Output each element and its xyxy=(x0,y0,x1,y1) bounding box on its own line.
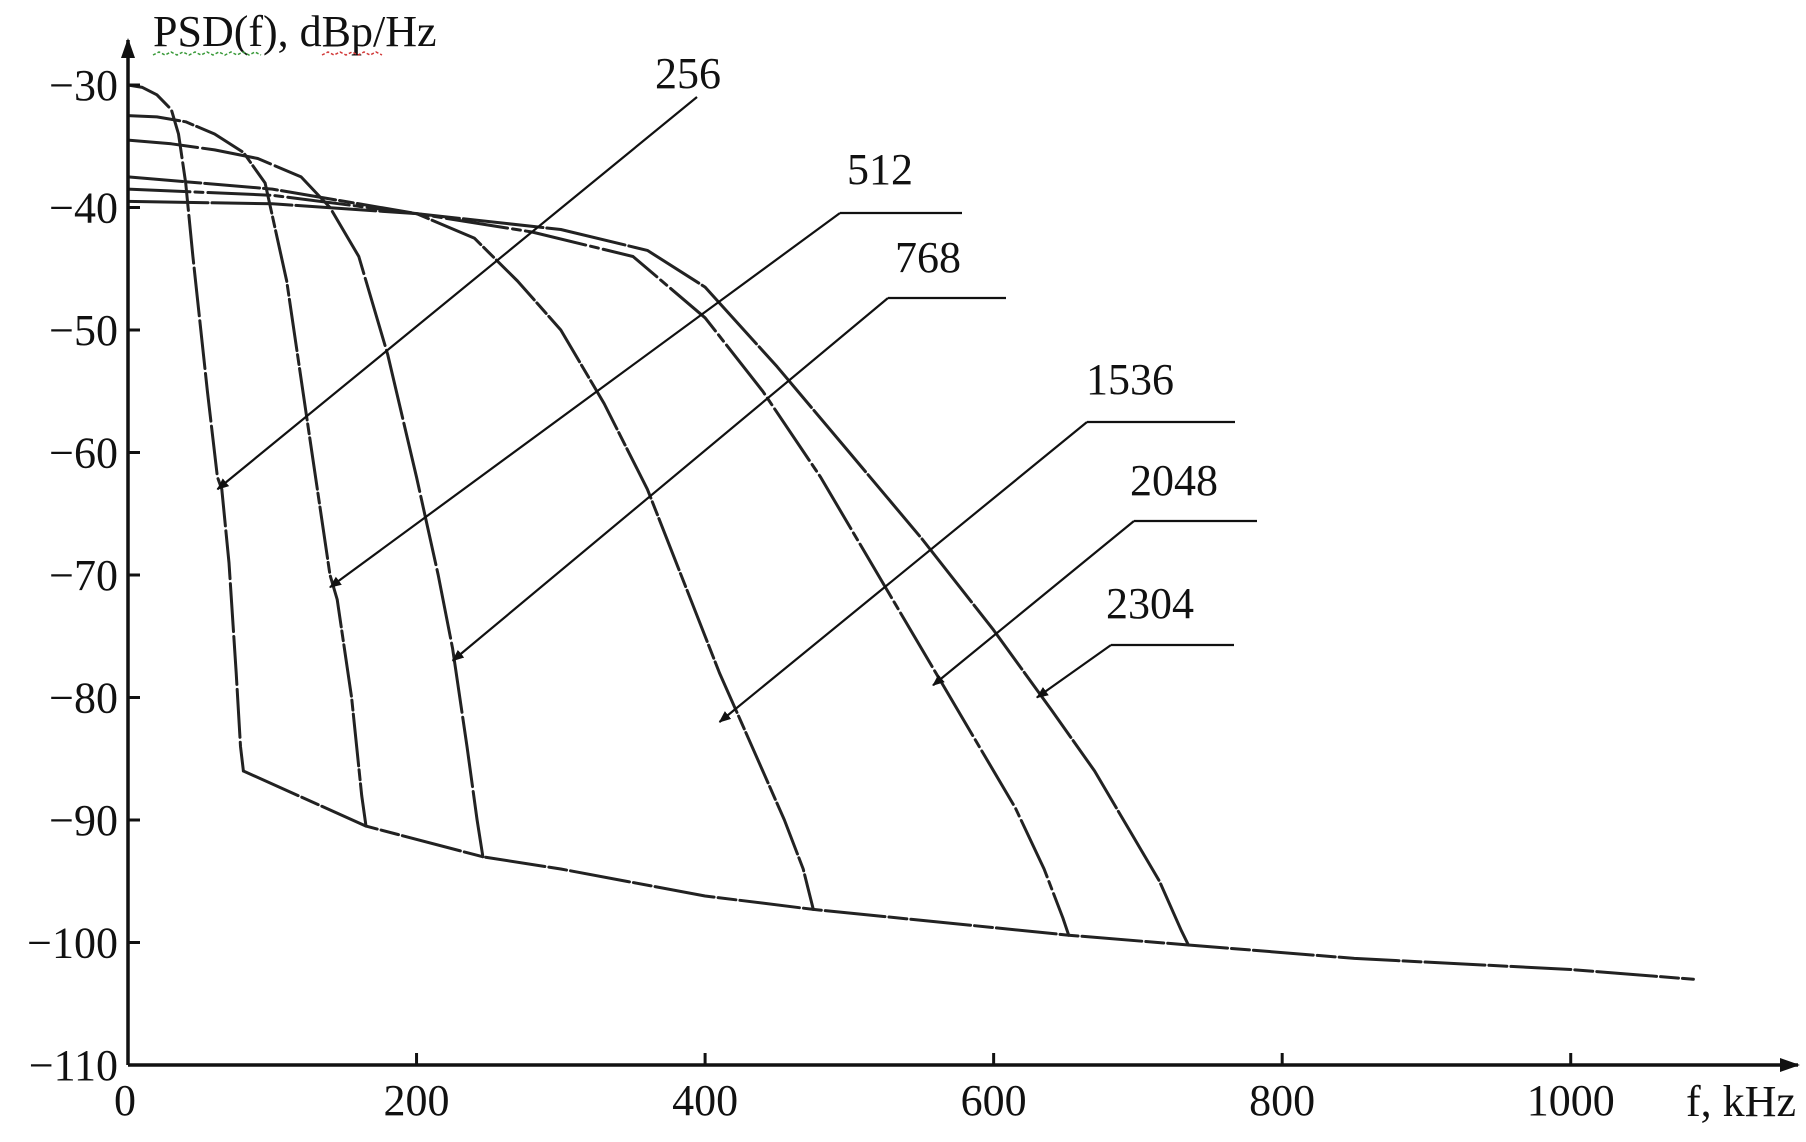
series-line-768 xyxy=(126,138,485,859)
x-tick-label: 200 xyxy=(384,1076,450,1125)
curve-label-2304: 2304 xyxy=(1106,579,1194,628)
y-tick-label: −70 xyxy=(49,551,118,600)
series-line-1536 xyxy=(126,175,815,911)
x-tick-label: 1000 xyxy=(1527,1076,1615,1125)
spellcheck-underline-red xyxy=(321,51,383,56)
leader-arrow-2048 xyxy=(932,520,1135,687)
y-tick-label: −30 xyxy=(49,61,118,110)
y-tick-label: −60 xyxy=(49,429,118,478)
leader-arrow-768 xyxy=(451,297,889,662)
y-tick-label: −110 xyxy=(29,1041,118,1090)
y-tick-label: −40 xyxy=(49,184,118,233)
x-tick-label: 0 xyxy=(114,1076,136,1125)
leader-arrow-256 xyxy=(216,96,698,491)
series-line-512 xyxy=(126,114,368,828)
y-tick-label: −90 xyxy=(49,796,118,845)
x-tick-label: 600 xyxy=(961,1076,1027,1125)
leader-arrow-1536 xyxy=(718,421,1088,723)
leader-arrow-2304 xyxy=(1036,644,1112,699)
curve-label-2048: 2048 xyxy=(1130,456,1218,505)
curve-label-512: 512 xyxy=(847,145,913,194)
x-tick-label: 400 xyxy=(672,1076,738,1125)
x-axis-title: f, kHz xyxy=(1686,1077,1796,1126)
curve-label-1536: 1536 xyxy=(1086,355,1174,404)
x-tick-label: 800 xyxy=(1249,1076,1315,1125)
y-tick-label: −80 xyxy=(49,674,118,723)
y-axis-title: PSD(f), dBp/Hz xyxy=(153,7,437,56)
curve-label-256: 256 xyxy=(655,49,721,98)
spellcheck-underline-green xyxy=(152,51,262,56)
noise-floor-line xyxy=(241,769,1695,981)
y-tick-label: −100 xyxy=(27,919,118,968)
curve-label-768: 768 xyxy=(895,233,961,282)
series-line-2304 xyxy=(126,199,1190,947)
leader-arrow-512 xyxy=(329,212,841,589)
y-tick-label: −50 xyxy=(49,306,118,355)
series-line-2048 xyxy=(126,187,1071,937)
series-line-256 xyxy=(126,83,245,773)
